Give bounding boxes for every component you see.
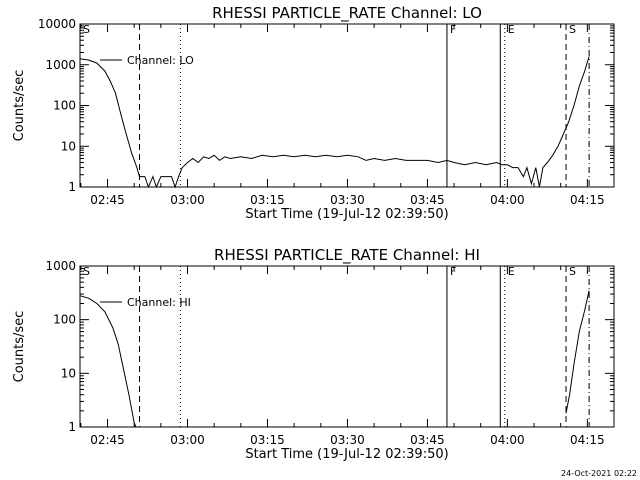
- event-marker-label: S: [83, 23, 90, 36]
- x-tick-label: 03:45: [410, 193, 445, 207]
- x-tick-label: 03:15: [250, 433, 285, 447]
- chart-hi: RHESSI PARTICLE_RATE Channel: HI 02:45 03:…: [12, 246, 615, 462]
- x-tick-label: 03:30: [330, 433, 365, 447]
- y-axis-label-lo: Counts/sec: [12, 70, 27, 142]
- y-tick-label: 100: [53, 99, 76, 113]
- event-marker-label: E: [508, 265, 515, 278]
- legend-label-hi: Channel: HI: [127, 296, 191, 309]
- x-axis-label-hi: Start Time (19-Jul-12 02:39:50): [245, 447, 448, 462]
- y-tick-label: 10: [61, 139, 76, 153]
- x-tick-label: 03:15: [250, 193, 285, 207]
- y-tick-label: 1: [68, 420, 76, 434]
- y-tick-label: 1000: [45, 259, 76, 273]
- x-tick-label: 04:00: [490, 193, 525, 207]
- x-tick-label: 04:15: [570, 433, 605, 447]
- x-tick-label: 03:30: [330, 193, 365, 207]
- y-tick-label: 1: [68, 180, 76, 194]
- event-marker-label: S: [83, 265, 90, 278]
- y-tick-label: 1000: [45, 58, 76, 72]
- x-tick-label: 04:15: [570, 193, 605, 207]
- x-tick-label: 04:00: [490, 433, 525, 447]
- plot-frame-lo: [79, 23, 615, 188]
- x-tick-label: 03:00: [170, 433, 205, 447]
- chart-title-lo: RHESSI PARTICLE_RATE Channel: LO: [212, 4, 482, 23]
- series-line-lo: [79, 56, 590, 189]
- event-marker-label: S: [569, 23, 576, 36]
- event-marker-label: S: [569, 265, 576, 278]
- legend-label-lo: Channel: LO: [127, 54, 194, 67]
- x-tick-label: 02:45: [90, 433, 125, 447]
- y-tick-label: 100: [53, 313, 76, 327]
- y-axis-label-hi: Counts/sec: [12, 311, 27, 383]
- x-tick-label: 02:45: [90, 193, 125, 207]
- y-tick-label: 10: [61, 366, 76, 380]
- series-line-hi: [565, 290, 590, 414]
- event-marker-label: F: [450, 265, 456, 278]
- x-tick-label: 03:45: [410, 433, 445, 447]
- x-tick-label: 03:00: [170, 193, 205, 207]
- series-line-hi: [79, 295, 137, 428]
- timestamp-label: 24-Oct-2021 02:22: [561, 469, 637, 478]
- plot-frame-hi: [79, 265, 615, 428]
- chart-lo: RHESSI PARTICLE_RATE Channel: LO 02:45 03:…: [12, 4, 615, 222]
- y-tick-label: 10000: [38, 17, 76, 31]
- x-axis-label-lo: Start Time (19-Jul-12 02:39:50): [245, 207, 448, 222]
- event-marker-label: E: [508, 23, 515, 36]
- event-marker-label: F: [450, 23, 456, 36]
- chart-title-hi: RHESSI PARTICLE_RATE Channel: HI: [214, 246, 480, 265]
